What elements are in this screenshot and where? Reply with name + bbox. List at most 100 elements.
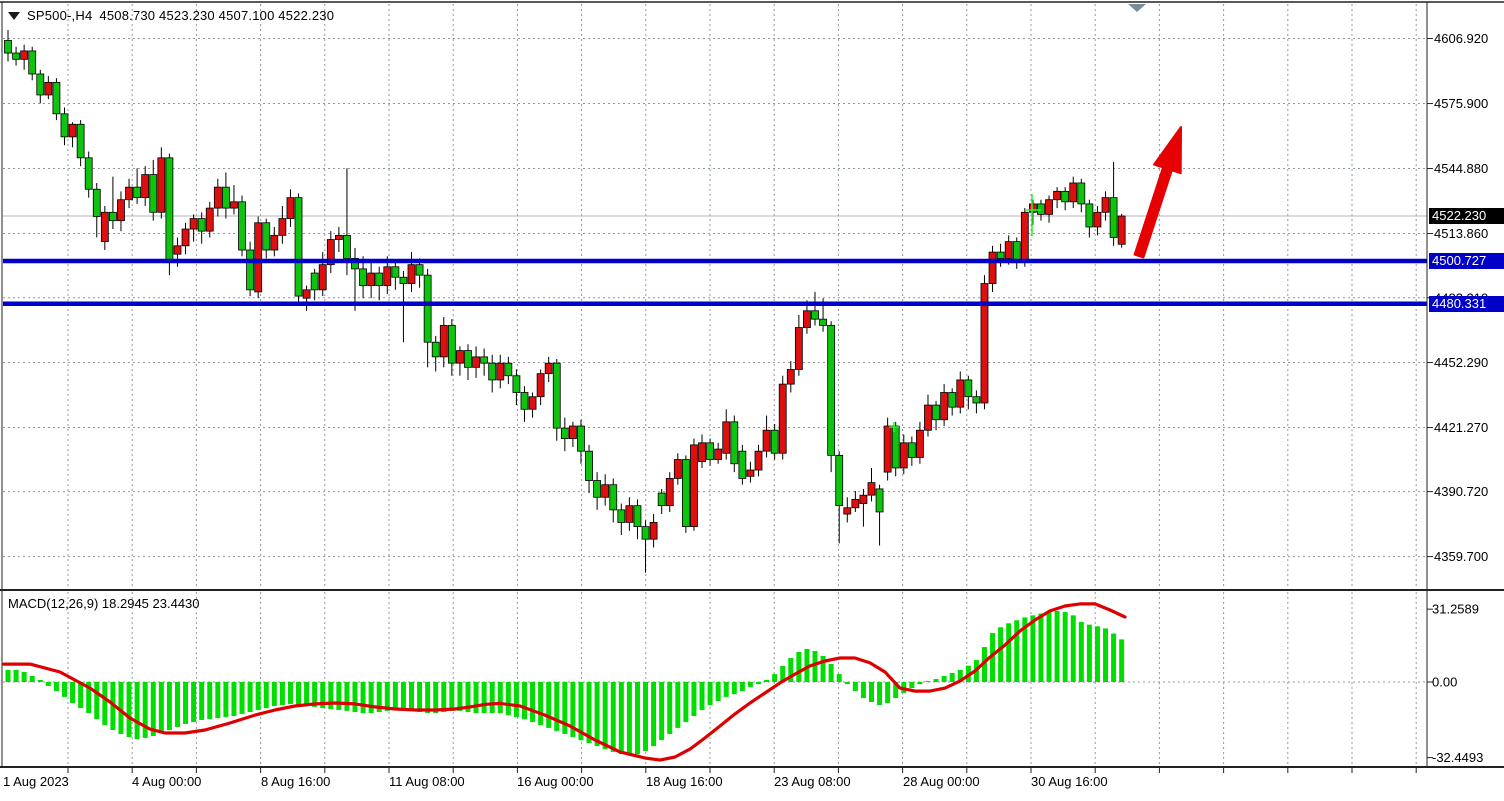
candle-body xyxy=(625,505,634,523)
candle-body xyxy=(399,276,408,284)
macd-histogram-bar xyxy=(820,655,826,682)
candle-body xyxy=(956,379,965,408)
candle-body xyxy=(456,350,464,364)
macd-histogram-bar xyxy=(909,682,915,689)
candle-body xyxy=(496,362,505,381)
macd-histogram-bar xyxy=(223,682,229,717)
macd-histogram-bar xyxy=(691,682,697,717)
macd-histogram-bar xyxy=(990,633,996,682)
candle-body xyxy=(1045,199,1053,215)
macd-histogram-bar xyxy=(191,682,197,723)
macd-histogram-bar xyxy=(271,682,277,706)
macd-histogram-bar xyxy=(1086,624,1092,682)
candle-body xyxy=(899,442,908,469)
candle-body xyxy=(609,484,618,511)
time-axis-label: 1 Aug 2023 xyxy=(3,774,69,789)
candle-body xyxy=(504,362,513,377)
candle-body xyxy=(262,222,271,251)
macd-histogram-bar xyxy=(957,669,963,682)
macd-histogram-bar xyxy=(304,682,310,706)
price-axis-label: 4606.920 xyxy=(1434,31,1488,46)
candle-body xyxy=(1053,190,1061,201)
symbol-dropdown-icon xyxy=(8,11,20,20)
candle-body xyxy=(1061,190,1070,203)
macd-histogram-bar xyxy=(578,682,584,741)
time-axis[interactable] xyxy=(0,769,1428,801)
time-axis-label: 28 Aug 00:00 xyxy=(903,774,980,789)
macd-histogram-bar xyxy=(804,648,810,682)
macd-histogram-bar xyxy=(344,682,350,711)
time-axis-label: 18 Aug 16:00 xyxy=(646,774,723,789)
candle-body xyxy=(1012,241,1021,261)
candle-body xyxy=(738,450,747,479)
macd-histogram-bar xyxy=(530,682,536,723)
candle-body xyxy=(28,50,37,75)
macd-histogram-bar xyxy=(263,682,269,709)
macd-histogram-bar xyxy=(61,682,67,697)
macd-histogram-bar xyxy=(158,682,164,734)
candle-body xyxy=(601,484,610,498)
candle-body xyxy=(351,257,359,270)
macd-histogram-bar xyxy=(5,669,11,682)
macd-histogram-bar xyxy=(860,682,866,699)
candle-body xyxy=(157,157,166,213)
macd-histogram-bar xyxy=(1054,610,1060,682)
time-axis-label: 23 Aug 08:00 xyxy=(774,774,851,789)
macd-histogram-bar xyxy=(836,674,842,682)
macd-histogram-bar xyxy=(554,682,560,731)
macd-histogram-bar xyxy=(570,682,576,737)
macd-histogram-bar xyxy=(699,682,705,710)
candle-body xyxy=(867,482,876,496)
macd-histogram-bar xyxy=(780,665,786,682)
candle-body xyxy=(391,266,400,278)
candle-body xyxy=(60,113,69,138)
candle-body xyxy=(302,289,311,299)
macd-histogram-bar xyxy=(45,682,51,686)
candle-body xyxy=(133,186,142,199)
candle-body xyxy=(4,40,12,54)
macd-histogram-bar xyxy=(457,682,463,711)
macd-histogram-bar xyxy=(812,651,818,682)
candle-body xyxy=(343,234,351,259)
price-axis-label: 4544.880 xyxy=(1434,161,1488,176)
macd-histogram-bar xyxy=(441,682,447,713)
macd-histogram-bar xyxy=(255,682,261,710)
macd-histogram-bar xyxy=(643,682,649,751)
symbol-period-label: SP500-,H4 xyxy=(27,8,93,23)
macd-histogram-bar xyxy=(70,682,76,703)
candle-body xyxy=(948,392,957,408)
candle-body xyxy=(480,356,489,364)
candle-body xyxy=(730,421,739,465)
candle-body xyxy=(246,249,255,291)
time-axis-label: 4 Aug 00:00 xyxy=(132,774,201,789)
candle-body xyxy=(326,239,335,266)
candle-body xyxy=(375,272,384,287)
macd-histogram-bar xyxy=(417,682,423,713)
candle-body xyxy=(698,442,706,463)
candle-body xyxy=(165,157,174,263)
candle-body xyxy=(520,392,529,410)
price-axis[interactable] xyxy=(1430,0,1504,801)
macd-histogram-bar xyxy=(562,682,568,734)
candle-body xyxy=(44,81,53,96)
macd-histogram-bar xyxy=(481,682,487,713)
candle-body xyxy=(294,197,303,297)
macd-histogram-bar xyxy=(521,682,527,720)
candle-body xyxy=(205,207,214,232)
chart-shift-marker-icon[interactable] xyxy=(1128,4,1146,12)
price-axis-label: 4452.290 xyxy=(1434,355,1488,370)
macd-histogram-bar xyxy=(287,682,293,704)
candle-body xyxy=(36,73,45,96)
macd-histogram-bar xyxy=(1094,626,1100,682)
level-price-badge: 4500.727 xyxy=(1429,253,1504,270)
candle-body xyxy=(964,379,973,398)
candle-body xyxy=(722,421,731,454)
trend-arrow[interactable] xyxy=(1133,126,1182,259)
macd-histogram-bar xyxy=(747,682,753,687)
macd-histogram-bar xyxy=(279,682,285,706)
candle-body xyxy=(690,444,698,528)
macd-histogram-bar xyxy=(626,682,632,755)
candle-body xyxy=(569,425,577,440)
candle-body xyxy=(76,123,85,159)
